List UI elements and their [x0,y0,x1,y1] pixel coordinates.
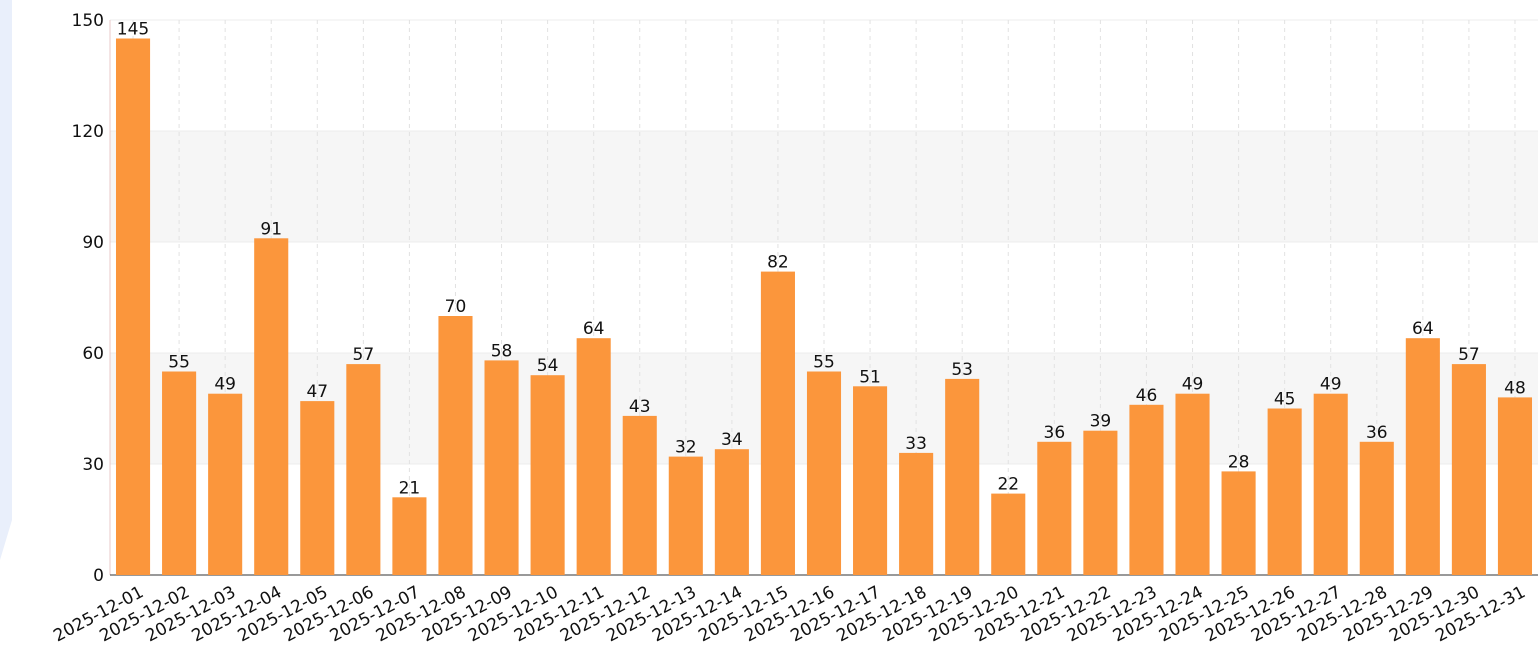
bar [115,38,151,575]
data-label: 64 [583,319,605,339]
data-label: 55 [813,353,835,373]
data-label: 33 [905,434,927,454]
data-label: 28 [1228,452,1250,472]
bar [392,497,427,575]
bar [1405,338,1440,575]
data-label: 32 [675,438,697,458]
bar [162,371,197,575]
bar [806,371,842,575]
y-tick-label: 0 [93,566,104,586]
bar [438,316,473,575]
bar [668,456,703,575]
bar [945,378,980,575]
bar [991,493,1026,575]
bar [484,360,519,575]
data-label: 70 [445,297,467,317]
data-label: 22 [997,475,1019,495]
data-label: 36 [1366,423,1388,443]
data-label: 45 [1274,390,1296,410]
y-tick-label: 30 [82,455,104,475]
bar [208,393,243,575]
data-label: 54 [537,356,559,376]
data-label: 58 [491,341,513,361]
data-label: 91 [260,219,282,239]
bar [1175,393,1210,575]
y-tick-label: 150 [72,11,104,31]
bar [1037,441,1072,575]
data-label: 34 [721,430,743,450]
data-label: 64 [1412,319,1434,339]
data-label: 46 [1136,386,1158,406]
data-label: 57 [353,345,375,365]
bar [622,415,657,575]
data-label: 47 [306,382,328,402]
bar [1083,430,1118,575]
data-label: 39 [1090,412,1112,432]
bar [853,386,888,575]
bar [530,375,565,575]
bar [346,364,381,575]
data-label: 145 [117,20,149,40]
data-label: 51 [859,367,881,387]
data-label: 43 [629,397,651,417]
data-label: 36 [1044,423,1066,443]
bar [1497,397,1533,575]
y-tick-label: 120 [72,122,104,142]
data-label: 82 [767,253,789,273]
bar [1267,408,1302,575]
y-tick-label: 90 [82,233,104,253]
data-label: 53 [951,360,973,380]
bar [1313,393,1348,575]
data-label: 57 [1458,345,1480,365]
bar [1451,364,1486,575]
bar [1221,471,1256,575]
bar [1129,404,1164,575]
bar [1359,441,1394,575]
bar [576,338,611,575]
bar [300,401,335,575]
bar [254,238,289,576]
bar [899,452,934,575]
data-label: 55 [168,353,190,373]
decoration [0,0,12,560]
bar [760,271,795,575]
data-label: 49 [1182,375,1204,395]
data-label: 21 [399,478,421,498]
bar [714,449,749,575]
data-label: 48 [1504,378,1526,398]
grid-band [110,131,1538,242]
y-tick-label: 60 [82,344,104,364]
data-label: 49 [1320,375,1342,395]
data-label: 49 [214,375,236,395]
